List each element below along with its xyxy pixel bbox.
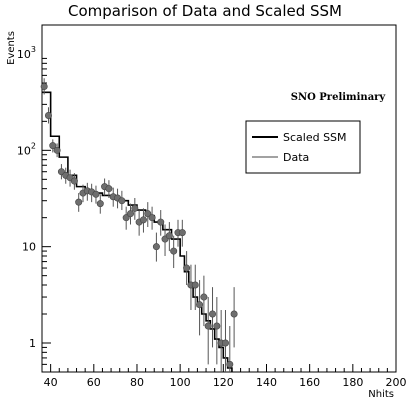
y-axis-label: Events xyxy=(6,31,17,65)
chart-title: Comparison of Data and Scaled SSM xyxy=(68,2,342,20)
data-point xyxy=(40,82,48,90)
data-point xyxy=(44,111,52,119)
data-point xyxy=(152,243,160,251)
data-point xyxy=(131,204,139,212)
data-point xyxy=(226,360,234,368)
data-point xyxy=(196,301,204,309)
data-point xyxy=(191,281,199,289)
data-point xyxy=(230,310,238,318)
x-tick-label: 40 xyxy=(44,376,58,389)
data-point xyxy=(209,310,217,318)
data-point xyxy=(96,200,104,208)
data-point xyxy=(70,177,78,185)
x-tick-label: 200 xyxy=(386,376,407,389)
data-point xyxy=(53,146,61,154)
data-point xyxy=(178,229,186,237)
data-point xyxy=(118,197,126,205)
data-point xyxy=(127,210,135,218)
x-tick-label: 160 xyxy=(299,376,320,389)
data-point xyxy=(144,210,152,218)
data-point xyxy=(170,247,178,255)
data-point xyxy=(75,198,83,206)
data-point xyxy=(204,322,212,330)
y-tick-label: 1 xyxy=(29,337,36,350)
data-point xyxy=(105,185,113,193)
plot-frame xyxy=(41,24,397,373)
y-tick-label: 10 xyxy=(22,241,36,254)
legend: Scaled SSM Data xyxy=(245,120,361,174)
y-tick-label: 102 xyxy=(17,141,36,157)
data-point xyxy=(213,322,221,330)
x-tick-label: 140 xyxy=(256,376,277,389)
series-scaled-ssm xyxy=(42,91,233,372)
data-point xyxy=(221,339,229,347)
legend-entry-ssm: Scaled SSM xyxy=(283,131,347,144)
data-point xyxy=(165,232,173,240)
x-tick-label: 180 xyxy=(342,376,363,389)
data-point xyxy=(148,214,156,222)
data-point xyxy=(183,264,191,272)
x-tick-label: 120 xyxy=(213,376,234,389)
data-point xyxy=(200,293,208,301)
x-tick-label: 60 xyxy=(87,376,101,389)
x-axis-label: Nhits xyxy=(368,389,394,400)
x-tick-label: 100 xyxy=(170,376,191,389)
data-point xyxy=(92,190,100,198)
legend-box xyxy=(245,120,361,174)
data-point xyxy=(139,216,147,224)
data-point xyxy=(122,214,130,222)
data-point xyxy=(157,218,165,226)
series-data xyxy=(40,78,238,372)
plot-area xyxy=(40,78,238,372)
y-tick-label: 103 xyxy=(17,45,36,61)
x-tick-label: 80 xyxy=(130,376,144,389)
annotation: SNO Preliminary xyxy=(291,92,387,103)
data-point xyxy=(49,142,57,150)
legend-entry-data: Data xyxy=(283,151,309,164)
